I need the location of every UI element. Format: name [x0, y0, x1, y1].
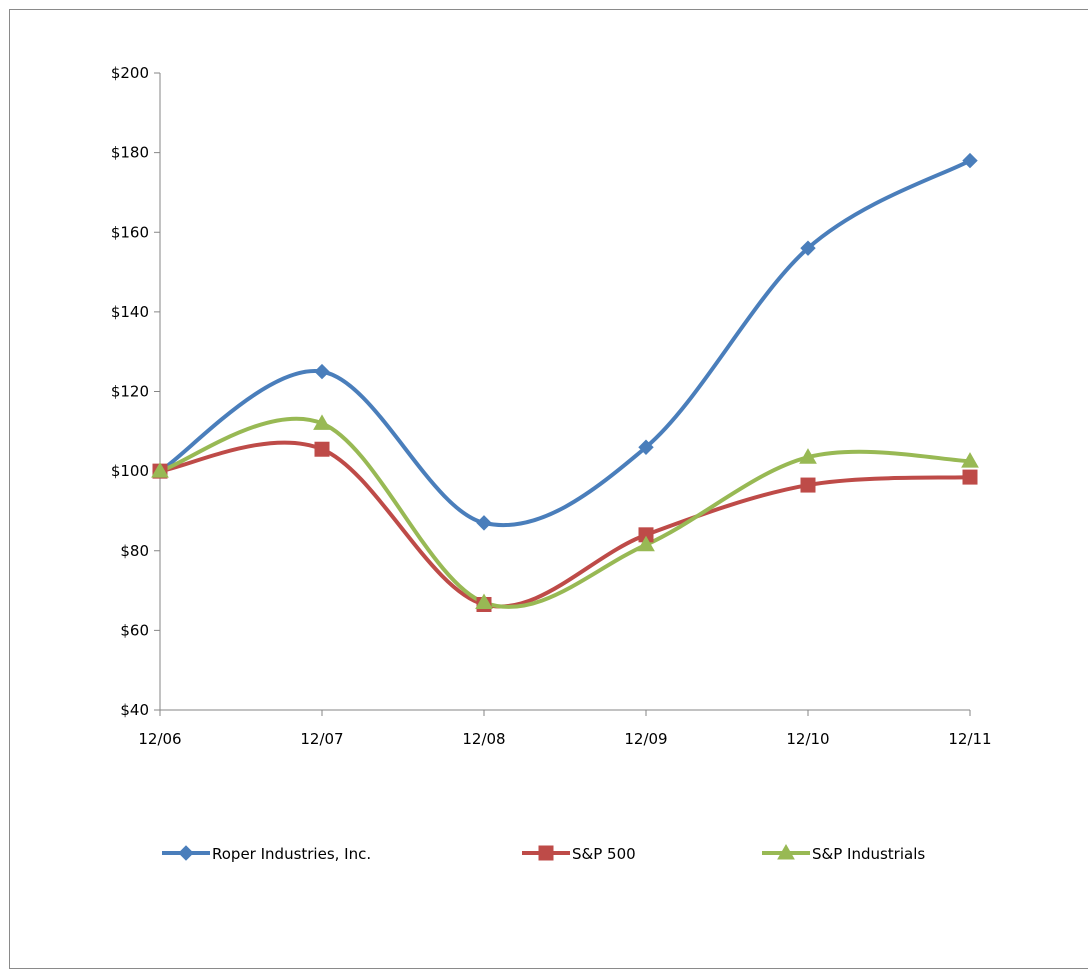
x-tick-label: 12/07 [300, 730, 343, 748]
legend-item: Roper Industries, Inc. [162, 845, 371, 863]
y-tick-label: $100 [111, 462, 149, 480]
legend-label: S&P 500 [572, 845, 636, 863]
legend-item: S&P 500 [522, 845, 636, 863]
chart-frame [9, 9, 1088, 969]
y-tick-label: $180 [111, 144, 149, 162]
y-tick-label: $60 [120, 621, 149, 639]
x-tick-label: 12/11 [948, 730, 991, 748]
x-axis-ticks: 12/06 12/07 12/08 12/09 12/10 12/11 [138, 710, 992, 748]
series-markers [151, 152, 979, 612]
data-point-diamond [800, 240, 816, 256]
x-tick-label: 12/10 [786, 730, 829, 748]
axes [159, 73, 970, 711]
series-line [158, 440, 972, 609]
y-tick-label: $40 [120, 701, 149, 719]
y-tick-label: $120 [111, 383, 149, 401]
series-lines [158, 158, 972, 609]
data-point-diamond [476, 515, 492, 531]
y-tick-label: $140 [111, 303, 149, 321]
data-point-square [800, 477, 816, 493]
x-tick-label: 12/08 [462, 730, 505, 748]
data-point-diamond [314, 363, 330, 380]
data-point-diamond [962, 152, 978, 169]
data-point-triangle [151, 462, 169, 478]
legend: Roper Industries, Inc. S&P 500 S&P Industr… [162, 843, 925, 863]
y-tick-label: $160 [111, 223, 149, 241]
data-point-triangle [475, 593, 493, 610]
data-point-triangle [313, 414, 331, 430]
x-tick-label: 12/09 [624, 730, 667, 748]
y-axis-ticks: $40 $60 $80 $100 $120 $140 $160 $180 $200 [111, 64, 160, 719]
data-point-diamond [638, 439, 654, 455]
legend-swatch-marker [538, 845, 554, 861]
y-tick-label: $200 [111, 64, 149, 82]
data-point-triangle [799, 448, 817, 464]
data-point-triangle [961, 452, 979, 468]
legend-label: Roper Industries, Inc. [212, 845, 371, 863]
legend-label: S&P Industrials [812, 845, 925, 863]
legend-swatch-marker [178, 845, 194, 861]
data-point-triangle [637, 535, 655, 552]
y-tick-label: $80 [120, 542, 149, 560]
x-tick-label: 12/06 [138, 730, 181, 748]
series-line [158, 416, 972, 609]
data-point-square [314, 441, 330, 457]
legend-swatch-marker [777, 843, 795, 860]
legend-item: S&P Industrials [762, 843, 925, 863]
series-line [158, 158, 972, 528]
data-point-square [962, 469, 978, 485]
